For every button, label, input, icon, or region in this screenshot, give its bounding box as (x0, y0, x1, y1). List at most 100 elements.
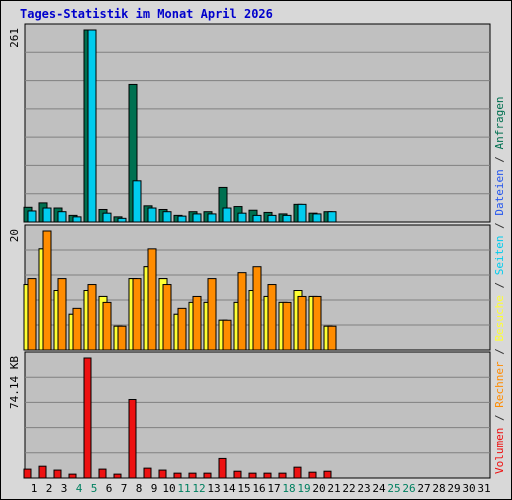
y-axis-label: 261 (8, 28, 21, 48)
x-tick-label-day-4: 4 (76, 482, 83, 495)
x-tick-label-day-15: 15 (237, 482, 250, 495)
y-axis-label: 20 (8, 229, 21, 242)
bar-volumen-day-16 (248, 472, 257, 479)
bar-volumen-day-6 (98, 468, 107, 479)
bar-rechner-day-4 (72, 307, 82, 351)
bar-dateien-day-2 (42, 207, 52, 223)
bar-rechner-day-1 (27, 278, 37, 351)
bar-rechner-day-20 (312, 295, 322, 351)
bar-volumen-day-20 (308, 471, 317, 479)
chart-panels: 261 20 74.14 KB (8, 23, 491, 479)
bar-volumen-day-3 (53, 469, 62, 479)
bar-dateien-day-19 (297, 203, 307, 223)
bar-rechner-day-11 (177, 307, 187, 351)
bar-volumen-day-12 (188, 472, 197, 479)
bar-rechner-day-8 (132, 278, 142, 351)
bar-volumen-day-1 (23, 468, 32, 479)
legend-separator: / (493, 282, 506, 289)
bar-dateien-day-5 (87, 29, 97, 223)
y-axis-label: 74.14 KB (8, 356, 21, 409)
x-tick-label-day-14: 14 (222, 482, 236, 495)
plot-area (24, 351, 491, 479)
x-tick-label-day-26: 26 (402, 482, 415, 495)
legend-separator: / (493, 222, 506, 229)
bar-dateien-day-11 (177, 215, 187, 223)
x-tick-label-day-17: 17 (267, 482, 280, 495)
x-tick-label-day-7: 7 (121, 482, 128, 495)
bar-rechner-day-13 (207, 278, 217, 351)
bar-rechner-day-17 (267, 284, 277, 351)
legend-besuche: Besuche (493, 295, 506, 341)
legend-rechner: Rechner (493, 361, 506, 408)
bar-rechner-day-9 (147, 248, 157, 351)
x-tick-label-day-5: 5 (91, 482, 98, 495)
x-tick-label-day-21: 21 (327, 482, 340, 495)
bar-dateien-day-9 (147, 207, 157, 223)
chart-title: Tages-Statistik im Monat April 2026 (20, 7, 273, 21)
bar-volumen-day-9 (143, 467, 152, 479)
bar-rechner-day-10 (162, 284, 172, 351)
x-tick-label-day-13: 13 (207, 482, 220, 495)
legend-separator: / (493, 156, 506, 163)
bar-dateien-day-16 (252, 214, 262, 223)
x-tick-label-day-12: 12 (192, 482, 205, 495)
panel-bottom: 74.14 KB (8, 351, 491, 479)
bar-dateien-day-6 (102, 212, 112, 223)
legend-separator: / (493, 414, 506, 421)
bar-dateien-day-21 (327, 211, 337, 223)
plot-area (24, 23, 491, 223)
bar-rechner-day-18 (282, 301, 292, 351)
panel-top: 261 (8, 23, 491, 223)
bar-volumen-day-10 (158, 469, 167, 479)
x-tick-label-day-29: 29 (447, 482, 460, 495)
x-tick-label-day-3: 3 (61, 482, 68, 495)
bar-volumen-day-7 (113, 473, 122, 479)
bar-dateien-day-13 (207, 213, 217, 223)
bar-volumen-day-2 (38, 465, 47, 479)
bar-dateien-day-10 (162, 211, 172, 223)
bar-rechner-day-6 (102, 301, 112, 351)
x-tick-label-day-23: 23 (357, 482, 370, 495)
bar-rechner-day-7 (117, 325, 127, 351)
bar-dateien-day-1 (27, 210, 37, 223)
bar-volumen-day-11 (173, 472, 182, 479)
bar-rechner-day-19 (297, 295, 307, 351)
bar-dateien-day-15 (237, 212, 247, 223)
bar-volumen-day-17 (263, 472, 272, 479)
x-tick-label-day-22: 22 (342, 482, 355, 495)
x-tick-label-day-10: 10 (162, 482, 175, 495)
bar-rechner-day-21 (327, 325, 337, 351)
bar-dateien-day-20 (312, 213, 322, 223)
bar-volumen-day-21 (323, 470, 332, 479)
legend-separator: / (493, 348, 506, 355)
bar-volumen-day-5 (83, 357, 92, 479)
x-tick-label-day-31: 31 (477, 482, 490, 495)
bar-rechner-day-14 (222, 319, 232, 351)
bar-rechner-day-2 (42, 230, 52, 351)
bar-rechner-day-12 (192, 295, 202, 351)
x-tick-label-day-20: 20 (312, 482, 325, 495)
x-tick-label-day-28: 28 (432, 482, 445, 495)
bar-rechner-day-16 (252, 266, 262, 351)
bar-volumen-day-15 (233, 470, 242, 479)
x-tick-label-day-25: 25 (387, 482, 400, 495)
bar-volumen-day-14 (218, 457, 227, 479)
bar-rechner-day-3 (57, 278, 67, 351)
x-tick-label-day-16: 16 (252, 482, 265, 495)
bar-dateien-day-3 (57, 211, 67, 223)
bar-volumen-day-8 (128, 398, 137, 479)
x-tick-label-day-11: 11 (177, 482, 190, 495)
bar-volumen-day-19 (293, 466, 302, 479)
x-axis-tick-labels: 1 2 3 4 5 6 7 8 9 10 11 12 13 14 15 16 17 18 19 20 21 22 23 24 2… (31, 482, 491, 495)
bar-volumen-day-18 (278, 472, 287, 479)
x-tick-label-day-30: 30 (462, 482, 475, 495)
legend-seiten: Seiten (493, 236, 506, 276)
bar-dateien-day-17 (267, 214, 277, 223)
bar-dateien-day-12 (192, 213, 202, 223)
bar-dateien-day-14 (222, 207, 232, 223)
x-tick-label-day-9: 9 (151, 482, 158, 495)
x-tick-label-day-24: 24 (372, 482, 386, 495)
x-tick-label-day-8: 8 (136, 482, 143, 495)
x-tick-label-day-6: 6 (106, 482, 113, 495)
bar-rechner-day-5 (87, 284, 97, 351)
